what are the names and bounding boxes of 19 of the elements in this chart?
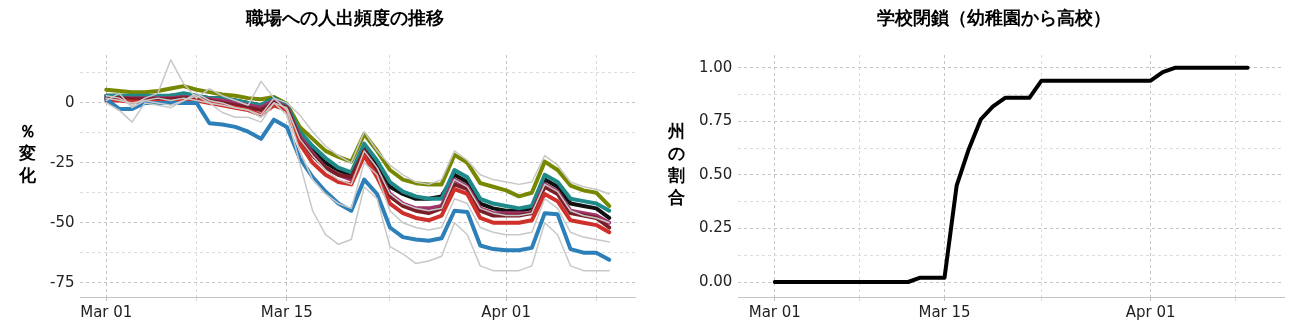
y-axis-title: 州の割合 (667, 120, 685, 208)
y-axis-title: ％変化 (18, 120, 36, 186)
chart-title: 職場への人出頻度の推移 (244, 6, 445, 30)
x-tick-label: Mar 15 (260, 302, 313, 321)
y-tick-label: 0.75 (698, 111, 733, 130)
y-tick-label: -50 (50, 212, 75, 231)
chart-title: 学校閉鎖（幼稚園から高校） (875, 6, 1112, 30)
y-tick-label: 0.00 (698, 271, 733, 290)
x-tick-label: Mar 15 (918, 302, 971, 321)
y-tick-label: -75 (50, 272, 75, 291)
x-tick-label: Mar 01 (748, 302, 801, 321)
x-tick-label: Apr 01 (1125, 302, 1176, 321)
y-tick-label: 0 (64, 92, 75, 111)
y-tick-label: 1.00 (698, 57, 733, 76)
y-tick-label: 0.25 (698, 218, 733, 237)
y-tick-label: 0.50 (698, 164, 733, 183)
x-tick-label: Apr 01 (481, 302, 531, 321)
x-tick-label: Mar 01 (80, 302, 133, 321)
y-tick-label: -25 (50, 152, 75, 171)
